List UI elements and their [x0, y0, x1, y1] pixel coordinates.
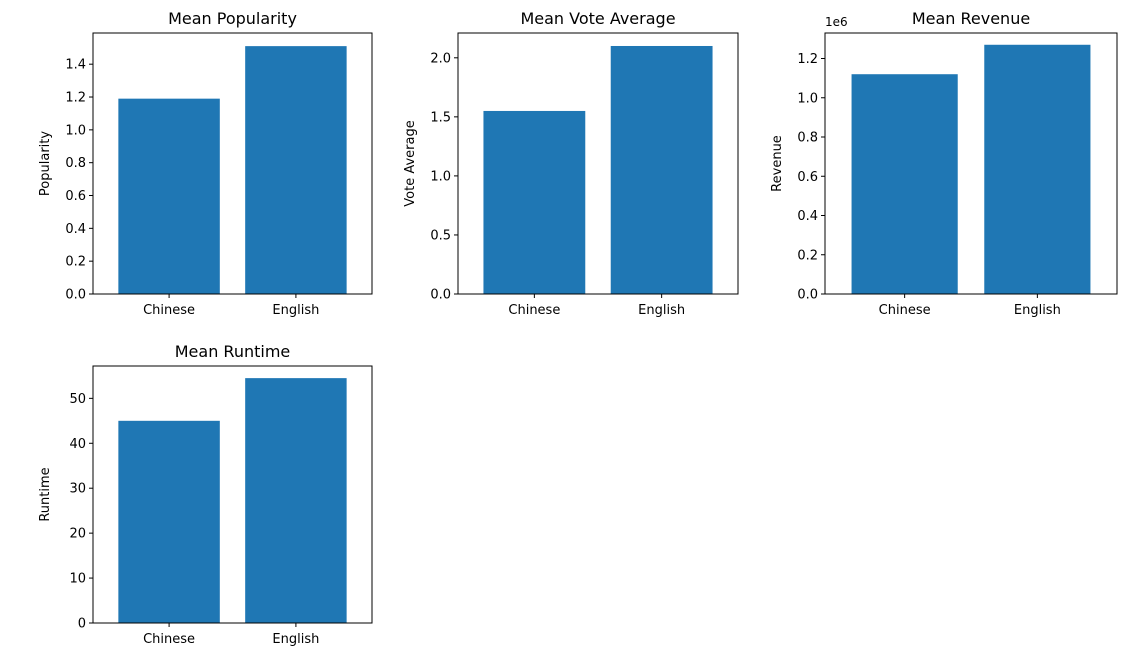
y-tick-label: 0.8 — [797, 131, 818, 146]
x-tick-label: Chinese — [508, 303, 560, 318]
y-tick-label: 1.0 — [797, 91, 818, 106]
y-axis-label: Vote Average — [403, 120, 418, 206]
y-tick-label: 1.0 — [430, 169, 451, 184]
chart-title: Mean Revenue — [912, 9, 1030, 28]
y-tick-label: 0.2 — [797, 248, 818, 263]
chart-title: Mean Popularity — [168, 9, 297, 28]
bar — [118, 98, 220, 294]
y-axis-label: Runtime — [38, 467, 53, 521]
x-tick-label: English — [272, 303, 319, 318]
x-tick-label: English — [272, 632, 319, 647]
y-tick-label: 1.4 — [65, 58, 86, 73]
bar — [245, 378, 347, 623]
axes-frame — [824, 32, 1118, 295]
y-tick-label: 0 — [78, 617, 86, 632]
y-tick-label: 0.6 — [65, 189, 86, 204]
y-tick-label: 1.5 — [430, 110, 451, 125]
y-tick-label: 1.2 — [797, 52, 818, 67]
x-tick-label: Chinese — [143, 632, 195, 647]
y-tick-label: 0.0 — [65, 288, 86, 303]
y-axis-label: Revenue — [770, 135, 785, 192]
bar — [118, 420, 220, 623]
y-tick-label: 0.4 — [65, 222, 86, 237]
y-tick-label: 1.2 — [65, 91, 86, 106]
y-tick-label: 0.6 — [797, 170, 818, 185]
y-tick-label: 30 — [69, 482, 86, 497]
bar — [245, 46, 347, 294]
axis-offset-label: 1e6 — [825, 15, 848, 29]
chart-panel: 0.0 0.2 0.4 0.6 0.8 1.0 1.2 1.4 Chinese English Me… — [38, 9, 373, 318]
y-tick-label: 20 — [69, 527, 86, 542]
chart-panel: 0.0 0.2 0.4 0.6 0.8 1.0 1.2 Chinese English Mean … — [770, 9, 1118, 318]
chart-panel: 0.0 0.5 1.0 1.5 2.0 Chinese English Mean Vote A… — [403, 9, 739, 318]
chart-title: Mean Runtime — [175, 342, 291, 361]
axes-frame — [92, 32, 373, 295]
y-tick-label: 50 — [69, 392, 86, 407]
x-tick-label: English — [1014, 303, 1061, 318]
bar — [483, 110, 586, 294]
y-tick-label: 0.2 — [65, 255, 86, 270]
y-tick-label: 2.0 — [430, 51, 451, 66]
bar — [984, 44, 1091, 294]
x-tick-label: Chinese — [143, 303, 195, 318]
y-tick-label: 0.0 — [430, 288, 451, 303]
x-tick-label: English — [638, 303, 685, 318]
y-tick-label: 0.4 — [797, 209, 818, 224]
y-tick-label: 0.5 — [430, 228, 451, 243]
axes-frame — [457, 32, 739, 295]
y-tick-label: 40 — [69, 437, 86, 452]
y-tick-label: 0.8 — [65, 156, 86, 171]
y-tick-label: 1.0 — [65, 123, 86, 138]
bar — [851, 74, 958, 295]
y-axis-label: Popularity — [38, 131, 53, 196]
y-tick-label: 0.0 — [797, 288, 818, 303]
chart-title: Mean Vote Average — [520, 9, 675, 28]
x-tick-label: Chinese — [879, 303, 931, 318]
chart-panel: 0 10 20 30 40 50 Chinese English Mean Runtime Run… — [38, 342, 373, 647]
axes-frame — [92, 365, 373, 624]
bar — [610, 45, 713, 294]
y-tick-label: 10 — [69, 572, 86, 587]
